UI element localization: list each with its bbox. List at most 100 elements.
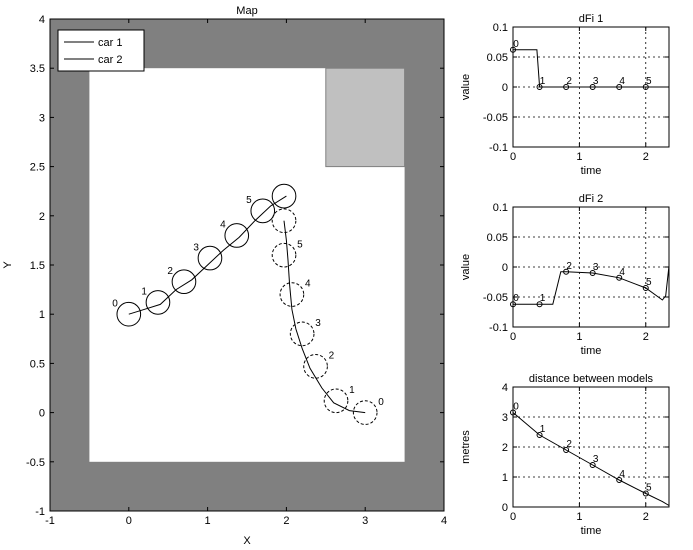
chart-3: 0 1 2 0 1 2 3 4 distance between models time metre… <box>460 373 670 537</box>
car-marker <box>224 223 250 248</box>
y-tick-label: -0.05 <box>483 292 508 304</box>
marker-label: 4 <box>220 220 226 231</box>
car-marker <box>323 388 349 414</box>
x-tick-label: 1 <box>205 515 211 527</box>
y-tick-label: 1 <box>502 472 508 484</box>
data-point <box>616 477 623 483</box>
car-marker <box>171 269 197 295</box>
series-line <box>513 49 669 88</box>
car-marker <box>352 400 378 425</box>
data-point-label: 0 <box>513 293 519 304</box>
data-point <box>563 268 570 275</box>
x-tick-label: 0 <box>510 151 516 163</box>
chart-title: dFi 2 <box>579 193 603 205</box>
y-axis-label: value <box>460 74 472 100</box>
legend-label: car 2 <box>98 54 122 66</box>
y-tick-label: 0 <box>502 82 508 94</box>
y-axis-label: Y <box>2 261 14 269</box>
data-point-label: 4 <box>619 76 625 87</box>
data-point-label: 1 <box>540 293 546 304</box>
data-point <box>642 84 649 90</box>
y-tick-label: 2 <box>39 211 45 223</box>
car-marker <box>250 198 276 224</box>
chart-0: 0 1 2 3 4 5 0 1 2 3 4 5 -1 0 1 2 3 4 -1 -0.5 0 0.5 1 1.5 2 2.5 3 3.… <box>2 5 447 547</box>
data-point <box>616 274 623 281</box>
data-point-label: 5 <box>646 76 652 87</box>
data-point-label: 3 <box>593 76 599 87</box>
marker-label: 3 <box>315 318 321 329</box>
car-marker <box>145 290 171 315</box>
chart-2: 0 1 2 -0.1 -0.05 0 0.05 0.1 dFi 2 time value 0 1 2 3 4 5 <box>460 193 670 357</box>
y-axis-label: metres <box>460 430 472 464</box>
marker-label: 5 <box>297 239 303 250</box>
marker-label: 0 <box>112 298 118 309</box>
marker-label: 4 <box>305 279 311 290</box>
y-tick-label: 0.05 <box>487 232 508 244</box>
y-tick-label: 2.5 <box>30 162 45 174</box>
x-tick-label: 0 <box>510 331 516 343</box>
y-tick-label: 0 <box>502 262 508 274</box>
data-point-label: 3 <box>593 262 599 273</box>
data-point <box>589 84 596 90</box>
marker-label: 3 <box>193 242 199 253</box>
car-marker <box>116 301 142 327</box>
data-point <box>510 46 516 53</box>
chart-1: 0 1 2 -0.1 -0.05 0 0.05 0.1 dFi 1 time value 0 1 2 3 4 5 <box>460 13 670 177</box>
y-axis-label: value <box>460 254 472 280</box>
data-point-label: 0 <box>513 39 519 50</box>
marker-label: 1 <box>349 385 355 396</box>
x-tick-label: 4 <box>441 515 447 527</box>
series-line <box>512 412 670 506</box>
data-point <box>616 84 623 90</box>
car-marker <box>271 242 297 268</box>
data-point-label: 1 <box>540 424 546 435</box>
obstacle <box>325 67 406 168</box>
y-tick-label: 1 <box>39 309 45 321</box>
data-point <box>510 301 516 308</box>
car-marker <box>289 321 315 347</box>
data-point <box>536 84 543 90</box>
y-tick-label: 4 <box>39 14 45 26</box>
car-marker <box>279 282 305 307</box>
car-marker <box>271 208 297 234</box>
y-tick-label: 3.5 <box>30 63 45 75</box>
car-marker <box>271 183 297 209</box>
series-line <box>513 265 670 305</box>
chart-title: distance between models <box>529 373 654 385</box>
x-tick-label: 0 <box>510 511 516 523</box>
x-tick-label: 0 <box>126 515 132 527</box>
y-tick-label: -0.1 <box>489 322 508 334</box>
data-point <box>563 447 570 453</box>
x-axis-label: time <box>581 165 602 177</box>
x-tick-label: 1 <box>576 331 582 343</box>
trajectory-2 <box>283 220 366 414</box>
y-tick-label: 3 <box>39 112 45 124</box>
data-point-label: 3 <box>593 454 599 465</box>
data-point <box>563 84 570 90</box>
y-tick-label: 3 <box>502 412 508 424</box>
data-point-label: 5 <box>646 483 652 494</box>
x-tick-label: 2 <box>643 511 649 523</box>
marker-label: 2 <box>329 351 335 362</box>
y-tick-label: 1.5 <box>30 260 45 272</box>
data-point <box>589 462 596 468</box>
x-tick-label: 1 <box>576 511 582 523</box>
y-tick-label: -0.05 <box>483 112 508 124</box>
marker-label: 2 <box>167 266 173 277</box>
data-point-label: 4 <box>619 469 625 480</box>
y-tick-label: -0.5 <box>26 457 45 469</box>
data-point-label: 2 <box>566 261 572 272</box>
x-tick-label: 1 <box>576 151 582 163</box>
x-tick-label: -1 <box>45 515 55 527</box>
y-tick-label: 0.1 <box>493 22 508 34</box>
chart-title: Map <box>236 5 257 17</box>
marker-label: 5 <box>246 195 252 206</box>
data-point-label: 2 <box>566 76 572 87</box>
y-tick-label: 2 <box>502 442 508 454</box>
y-tick-label: 0 <box>39 408 45 420</box>
y-tick-label: 4 <box>502 382 508 394</box>
x-axis-label: time <box>581 345 602 357</box>
x-tick-label: 2 <box>283 515 289 527</box>
data-point-label: 0 <box>513 402 519 413</box>
